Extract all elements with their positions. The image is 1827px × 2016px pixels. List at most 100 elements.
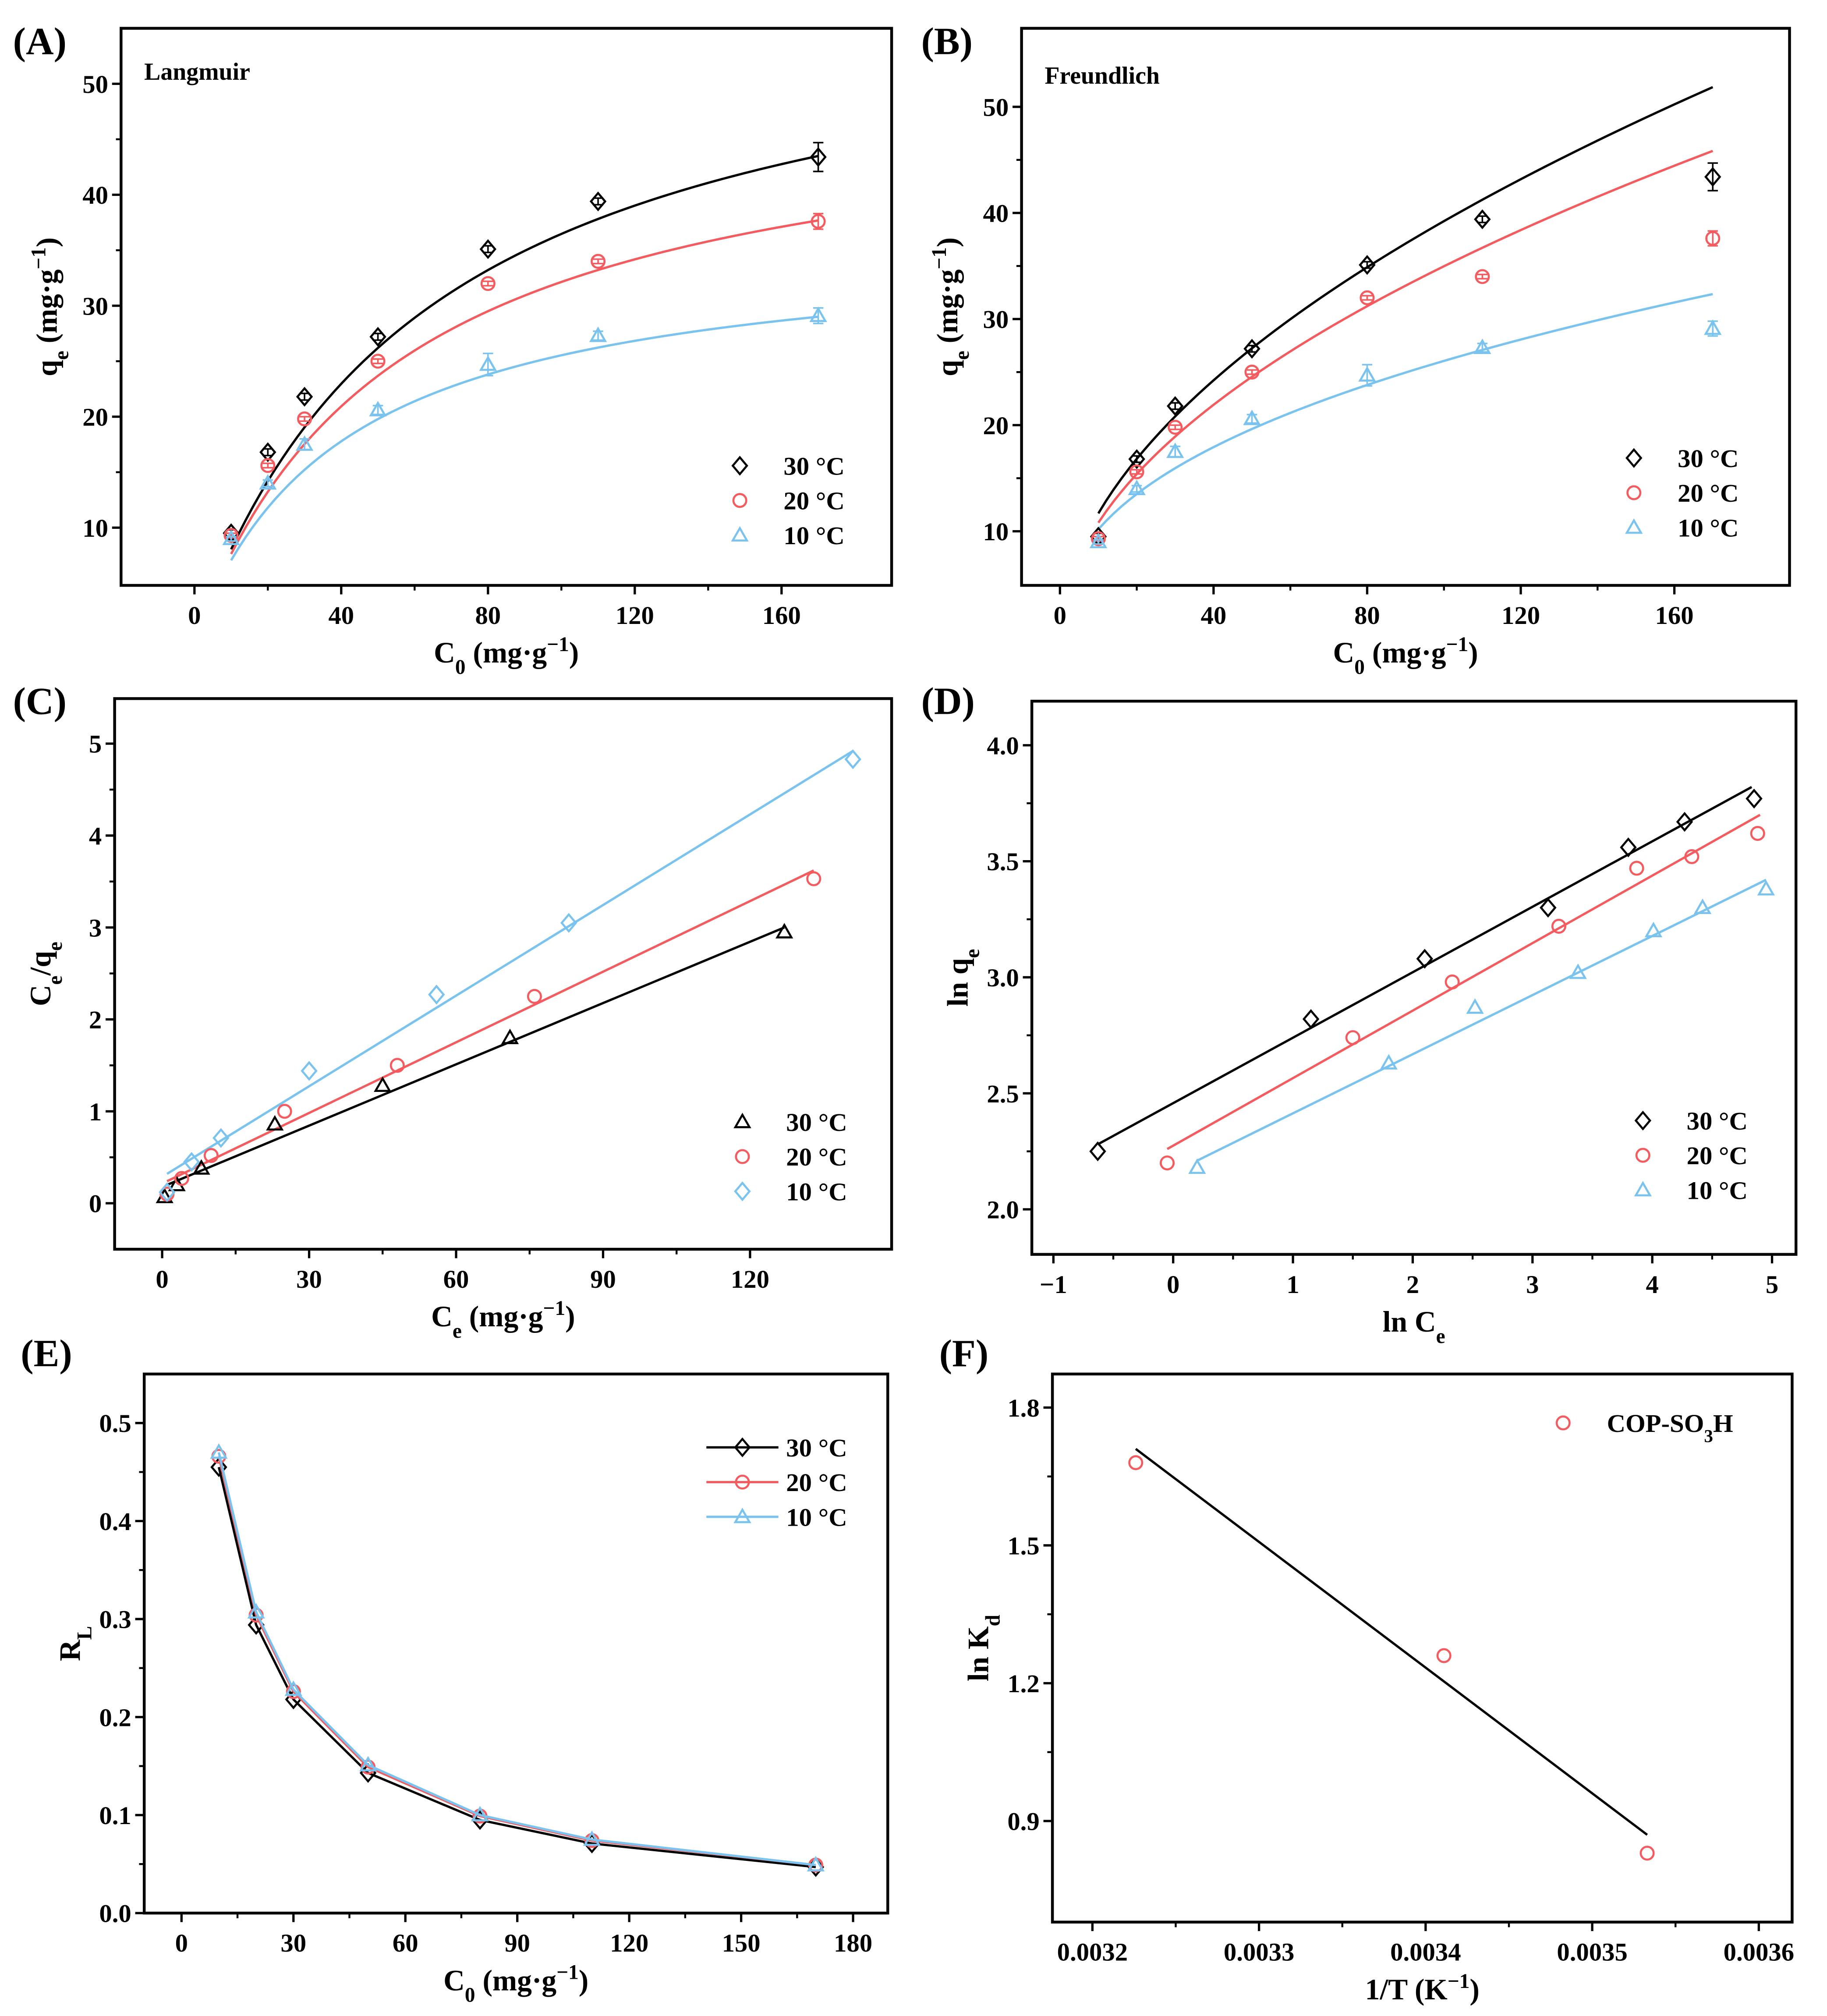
label-part: (mg·g xyxy=(931,269,964,351)
legend-label: 20 °C xyxy=(1687,1141,1748,1170)
fit-line xyxy=(1097,149,1714,524)
plot-frame xyxy=(120,27,893,587)
label-part: e xyxy=(44,942,67,951)
panel-letter: (A) xyxy=(13,20,67,63)
label-part: ) xyxy=(931,237,964,247)
y-tick-label: 50 xyxy=(983,93,1009,121)
data-point xyxy=(247,1603,265,1619)
label-part: −1 xyxy=(1448,1970,1470,1993)
label-part: e xyxy=(951,351,974,360)
y-axis-label: RL xyxy=(53,1626,96,1661)
label-part: ) xyxy=(1469,1973,1479,2006)
legend-marker xyxy=(1625,448,1643,468)
data-point xyxy=(1475,269,1490,284)
data-point xyxy=(359,1756,377,1772)
data-point xyxy=(1750,826,1765,841)
label-part: −1 xyxy=(928,247,951,269)
data-point xyxy=(1436,1648,1452,1663)
label-part: 1/T (K xyxy=(1365,1973,1448,2006)
x-tick-label: 0.0033 xyxy=(1224,1938,1294,1966)
y-tick-label: 0.2 xyxy=(99,1703,131,1732)
series-0 xyxy=(1089,788,1763,1162)
label-part: 10 °C xyxy=(1678,514,1738,542)
x-tick-label: 120 xyxy=(731,1265,769,1293)
x-tick-label: −1 xyxy=(1040,1270,1067,1299)
data-point xyxy=(370,354,386,369)
data-point xyxy=(1091,531,1106,546)
y-tick-label: 10 xyxy=(82,514,108,542)
panel-title: Langmuir xyxy=(144,58,250,85)
y-tick-label: 0.3 xyxy=(99,1605,131,1634)
plot-area xyxy=(230,155,819,561)
label-part: −1 xyxy=(543,1297,566,1320)
y-tick-label: 1.5 xyxy=(1007,1531,1039,1560)
data-point xyxy=(1244,365,1260,380)
data-point xyxy=(560,913,577,933)
data-point xyxy=(527,989,542,1004)
x-tick-label: 1 xyxy=(1286,1270,1299,1299)
label-part: 30 °C xyxy=(1687,1107,1748,1135)
data-point xyxy=(1243,409,1261,425)
label-part: −1 xyxy=(1446,633,1469,656)
y-tick-label: 2 xyxy=(89,1006,102,1034)
data-point xyxy=(1757,880,1775,896)
fit-line xyxy=(230,219,819,555)
legend-label: 30 °C xyxy=(786,1434,847,1462)
y-axis-label: ln Kd xyxy=(962,1615,1004,1681)
x-axis-label: 1/T (K−1) xyxy=(1365,1970,1480,2006)
data-point xyxy=(1166,442,1184,458)
legend-marker xyxy=(734,1437,751,1457)
plot-frame xyxy=(1030,699,1798,1256)
y-tick-label: 40 xyxy=(82,181,108,209)
series-2 xyxy=(210,1443,825,1871)
data-point xyxy=(806,871,821,886)
data-point xyxy=(301,1061,318,1081)
label-part: (mg·g xyxy=(462,1300,543,1333)
data-point xyxy=(297,411,312,427)
label-part: 10 °C xyxy=(1687,1176,1748,1205)
y-tick-label: 20 xyxy=(82,403,108,432)
x-axis-label: C0 (mg·g−1) xyxy=(434,633,579,679)
y-tick-label: 0.9 xyxy=(1007,1807,1039,1836)
data-point xyxy=(1089,1141,1106,1162)
label-part: 10 °C xyxy=(783,521,844,550)
series-0 xyxy=(223,142,827,543)
y-tick-label: 1.8 xyxy=(1007,1394,1039,1422)
data-point xyxy=(259,442,276,462)
y-tick-label: 0 xyxy=(89,1190,102,1218)
plot-frame xyxy=(1020,27,1791,587)
plot-area xyxy=(1097,86,1714,530)
label-part: ) xyxy=(1468,636,1478,669)
data-point xyxy=(1746,788,1763,809)
series-2 xyxy=(1089,319,1722,549)
x-tick-label: 160 xyxy=(762,601,801,630)
plot-area xyxy=(166,750,854,1186)
x-tick-label: 60 xyxy=(443,1265,469,1293)
x-tick-label: 120 xyxy=(616,601,654,630)
label-part: H xyxy=(1713,1409,1733,1438)
y-tick-label: 1.2 xyxy=(1007,1669,1039,1698)
label-part: 0 xyxy=(465,1984,475,2006)
data-point xyxy=(222,529,240,546)
series-1 xyxy=(159,871,821,1202)
label-part: q xyxy=(931,360,964,376)
label-part: 20 °C xyxy=(1687,1141,1748,1170)
fit-line xyxy=(166,750,854,1175)
data-point xyxy=(1345,1030,1360,1045)
label-part: −1 xyxy=(28,247,50,269)
x-tick-label: 3 xyxy=(1526,1270,1539,1299)
y-tick-label: 5 xyxy=(89,730,102,758)
legend-marker xyxy=(732,493,747,508)
x-tick-label: 0 xyxy=(175,1929,188,1957)
legend-label: 30 °C xyxy=(1678,444,1738,473)
label-part: e xyxy=(44,975,67,985)
label-part: COP-SO xyxy=(1607,1409,1704,1438)
y-tick-label: 20 xyxy=(983,411,1009,440)
label-part: (mg·g xyxy=(1365,636,1446,669)
data-point xyxy=(1358,366,1376,382)
data-point xyxy=(1188,1158,1206,1174)
data-point xyxy=(1551,918,1566,934)
fit-line xyxy=(230,315,818,561)
